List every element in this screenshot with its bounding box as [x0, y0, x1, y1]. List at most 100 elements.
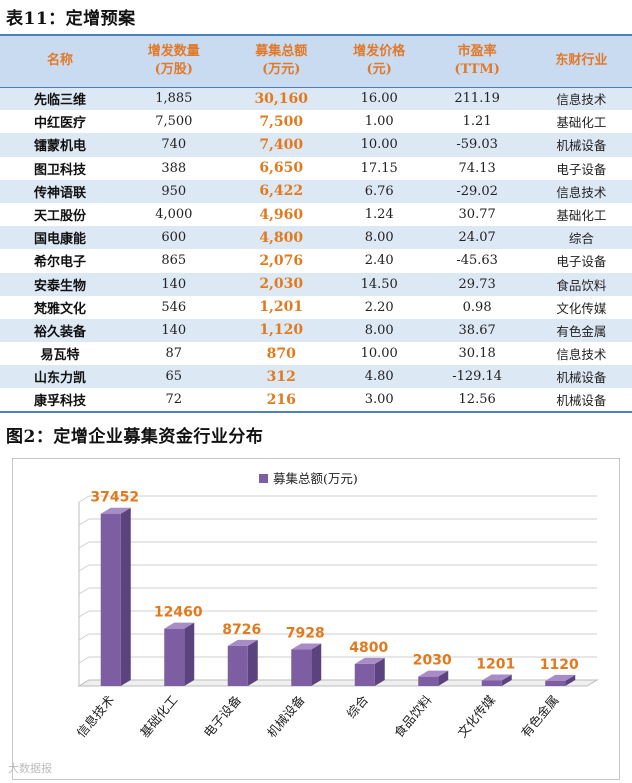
bar-top [481, 674, 512, 681]
pe-cell: -129.14 [452, 369, 503, 385]
bar-side [311, 643, 322, 686]
bar [100, 513, 121, 686]
price-cell: 2.20 [364, 299, 394, 315]
table-row: 安泰生物 140 2,030 14.50 29.73 食品饮料 [0, 272, 632, 296]
shares-cell: 600 [161, 230, 187, 246]
company-name: 易瓦特 [40, 348, 80, 364]
shares-cell: 388 [161, 160, 187, 176]
price-cell: 4.80 [364, 369, 394, 385]
pe-cell: 74.13 [458, 160, 496, 176]
amount-cell: 6,650 [259, 160, 304, 177]
table-row: 中红医疗 7,500 7,500 1.00 1.21 基础化工 [0, 110, 632, 134]
pe-cell: 211.19 [454, 91, 500, 107]
table-row: 希尔电子 865 2,076 2.40 -45.63 电子设备 [0, 249, 632, 273]
data-label: 1120 [540, 657, 579, 673]
amount-cell: 6,422 [259, 183, 304, 200]
pe-cell: 0.98 [462, 299, 492, 315]
watermark: 大数据报 [8, 762, 52, 775]
industry-cell: 机械设备 [556, 370, 607, 386]
chart-floor [77, 679, 599, 687]
price-cell: 3.00 [334, 388, 424, 413]
table-row: 先临三维 1,885 30,160 16.00 211.19 信息技术 [0, 87, 632, 111]
amount-cell: 870 [266, 345, 296, 362]
industry-cell: 基础化工 [556, 115, 607, 131]
data-label: 2030 [413, 653, 452, 669]
industry-cell: 基础化工 [556, 208, 607, 224]
pe-cell: 29.73 [458, 276, 496, 292]
grid-line-side [78, 587, 90, 595]
bar [164, 628, 185, 686]
company-name: 希尔电子 [34, 255, 87, 271]
table-row: 裕久装备 140 1,120 8.00 38.67 有色金属 [0, 318, 632, 343]
category-label: 文化传媒 [454, 692, 498, 740]
header-amount: 募集总额 (万元) [227, 34, 335, 88]
data-label: 1201 [476, 656, 515, 672]
bar-top [164, 622, 195, 629]
grid-line-side [78, 564, 90, 572]
table-row: 天工股份 4,000 4,960 1.24 30.77 基础化工 [0, 202, 632, 227]
pe-cell: 30.18 [458, 346, 496, 362]
data-label: 12460 [154, 605, 203, 621]
amount-cell: 2,076 [259, 252, 304, 269]
shares-cell: 546 [161, 299, 187, 315]
data-label: 4800 [349, 640, 388, 656]
pe-cell: 12.56 [423, 388, 531, 413]
bar [481, 680, 502, 686]
category-label: 电子设备 [200, 692, 244, 740]
industry-cell: 综合 [568, 231, 594, 247]
shares-cell: 140 [161, 276, 187, 292]
data-label: 8726 [222, 622, 261, 638]
amount-cell: 312 [266, 368, 296, 385]
industry-cell: 机械设备 [556, 138, 607, 154]
price-cell: 8.00 [364, 322, 394, 338]
price-cell: 14.50 [360, 276, 398, 292]
pe-cell: -45.63 [456, 253, 498, 269]
chart-frame: 37452 信息技术 12460 基础化工 8726 电子设备 7928 机械设备 4800 综合… [12, 458, 620, 780]
bar-side [120, 507, 131, 686]
pe-cell: 38.67 [458, 322, 496, 338]
bar [545, 680, 566, 686]
amount-cell: 1,120 [259, 322, 304, 339]
price-cell: 10.00 [360, 137, 398, 153]
price-cell: 2.40 [364, 253, 394, 269]
company-name: 山东力凯 [34, 371, 87, 387]
company-name: 梵雅文化 [34, 301, 87, 317]
bar [354, 663, 375, 686]
industry-cell: 电子设备 [556, 254, 607, 270]
header-industry: 东财行业 [530, 34, 632, 88]
grid-line-side [78, 518, 90, 526]
amount-cell: 216 [227, 388, 335, 413]
company-name: 图卫科技 [34, 162, 87, 178]
legend-swatch [259, 474, 268, 483]
shares-cell: 72 [120, 388, 228, 413]
table-row: 镭蒙机电 740 7,400 10.00 -59.03 机械设备 [0, 133, 632, 157]
grid-line-side [78, 610, 90, 618]
pe-cell: 1.21 [462, 114, 492, 130]
company-name: 中红医疗 [34, 116, 87, 132]
bar-top [545, 674, 576, 681]
industry-cell: 信息技术 [556, 184, 607, 200]
amount-cell: 7,500 [259, 113, 304, 130]
amount-cell: 2,030 [259, 276, 304, 293]
placement-table: 名称 增发数量 (万股) 募集总额 (万元) 增发价格 (元) 市盈率 (TTM… [0, 34, 632, 413]
table-row: 山东力凯 65 312 4.80 -129.14 机械设备 [0, 365, 632, 389]
grid-line-side [78, 633, 90, 641]
shares-cell: 87 [165, 346, 183, 362]
company-name: 先临三维 [34, 93, 87, 109]
figure-caption: 图2：定增企业募集资金行业分布 [6, 427, 264, 447]
header-name: 名称 [0, 34, 121, 88]
data-label: 37452 [90, 490, 139, 506]
pe-cell: -29.02 [456, 183, 498, 199]
company-name: 裕久装备 [34, 324, 87, 340]
price-cell: 1.00 [364, 114, 394, 130]
category-label: 综合 [343, 692, 371, 721]
grid-line-side [78, 541, 90, 549]
industry-cell: 电子设备 [556, 161, 607, 177]
industry-cell: 有色金属 [556, 323, 607, 339]
industry-cell: 文化传媒 [556, 300, 607, 316]
bar-side [501, 674, 512, 686]
table-row: 传神语联 950 6,422 6.76 -29.02 信息技术 [0, 179, 632, 203]
shares-cell: 4,000 [155, 207, 193, 223]
industry-cell: 食品饮料 [556, 277, 607, 293]
amount-cell: 4,960 [259, 206, 304, 223]
